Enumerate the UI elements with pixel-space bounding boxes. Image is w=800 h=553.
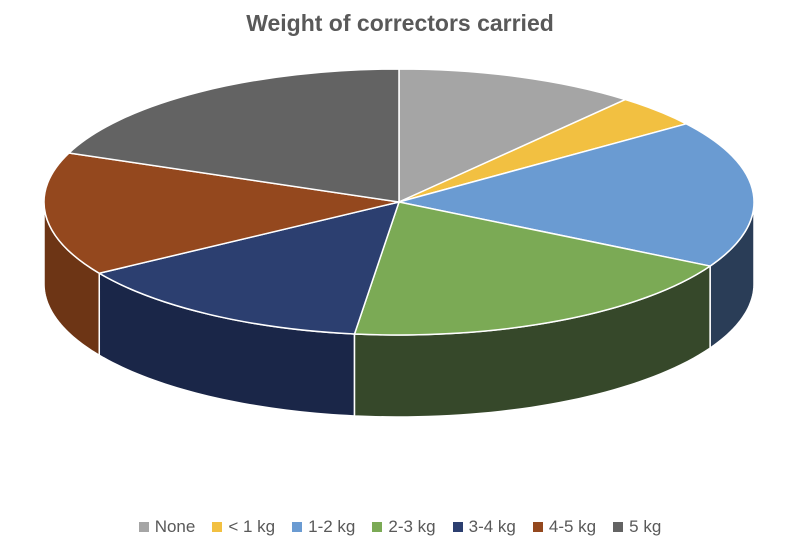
pie-slice-4-5-kg <box>43 152 400 275</box>
legend-item-none: None <box>138 517 196 537</box>
legend-swatch-none <box>138 522 149 532</box>
legend-item-5kg: 5 kg <box>613 517 661 537</box>
legend-swatch-3-4kg <box>452 522 463 532</box>
legend-label-2-3kg: 2-3 kg <box>388 517 436 536</box>
legend-label-3-4kg: 3-4 kg <box>468 517 516 536</box>
legend-item-3-4kg: 3-4 kg <box>452 517 516 537</box>
legend: None < 1 kg 1-2 kg 2-3 kg 3-4 kg 4-5 kg … <box>0 517 800 537</box>
legend-label-5kg: 5 kg <box>629 517 662 536</box>
pie-slice-2-3-kg <box>353 201 711 336</box>
legend-label-1-2kg: 1-2 kg <box>308 517 356 536</box>
legend-swatch-lt-1kg <box>212 522 223 532</box>
legend-swatch-5kg <box>613 522 624 532</box>
legend-swatch-4-5kg <box>532 522 543 532</box>
legend-swatch-2-3kg <box>372 522 383 532</box>
pie-slice-1-2-kg <box>398 123 755 267</box>
chart-title: Weight of correctors carried <box>246 10 554 36</box>
legend-item-2-3kg: 2-3 kg <box>372 517 436 537</box>
legend-label-none: None <box>154 517 196 536</box>
legend-label-lt-1kg: < 1 kg <box>228 517 276 536</box>
legend-item-4-5kg: 4-5 kg <box>532 517 597 537</box>
legend-item-lt-1kg: < 1 kg <box>212 517 275 537</box>
pie-slice-5-kg <box>68 68 400 203</box>
pie-slice-3-4-kg <box>98 201 400 335</box>
legend-label-4-5kg: 4-5 kg <box>548 517 597 536</box>
pie-slice-none <box>398 68 627 203</box>
legend-item-1-2kg: 1-2 kg <box>292 517 355 537</box>
legend-swatch-1-2kg <box>292 522 303 532</box>
